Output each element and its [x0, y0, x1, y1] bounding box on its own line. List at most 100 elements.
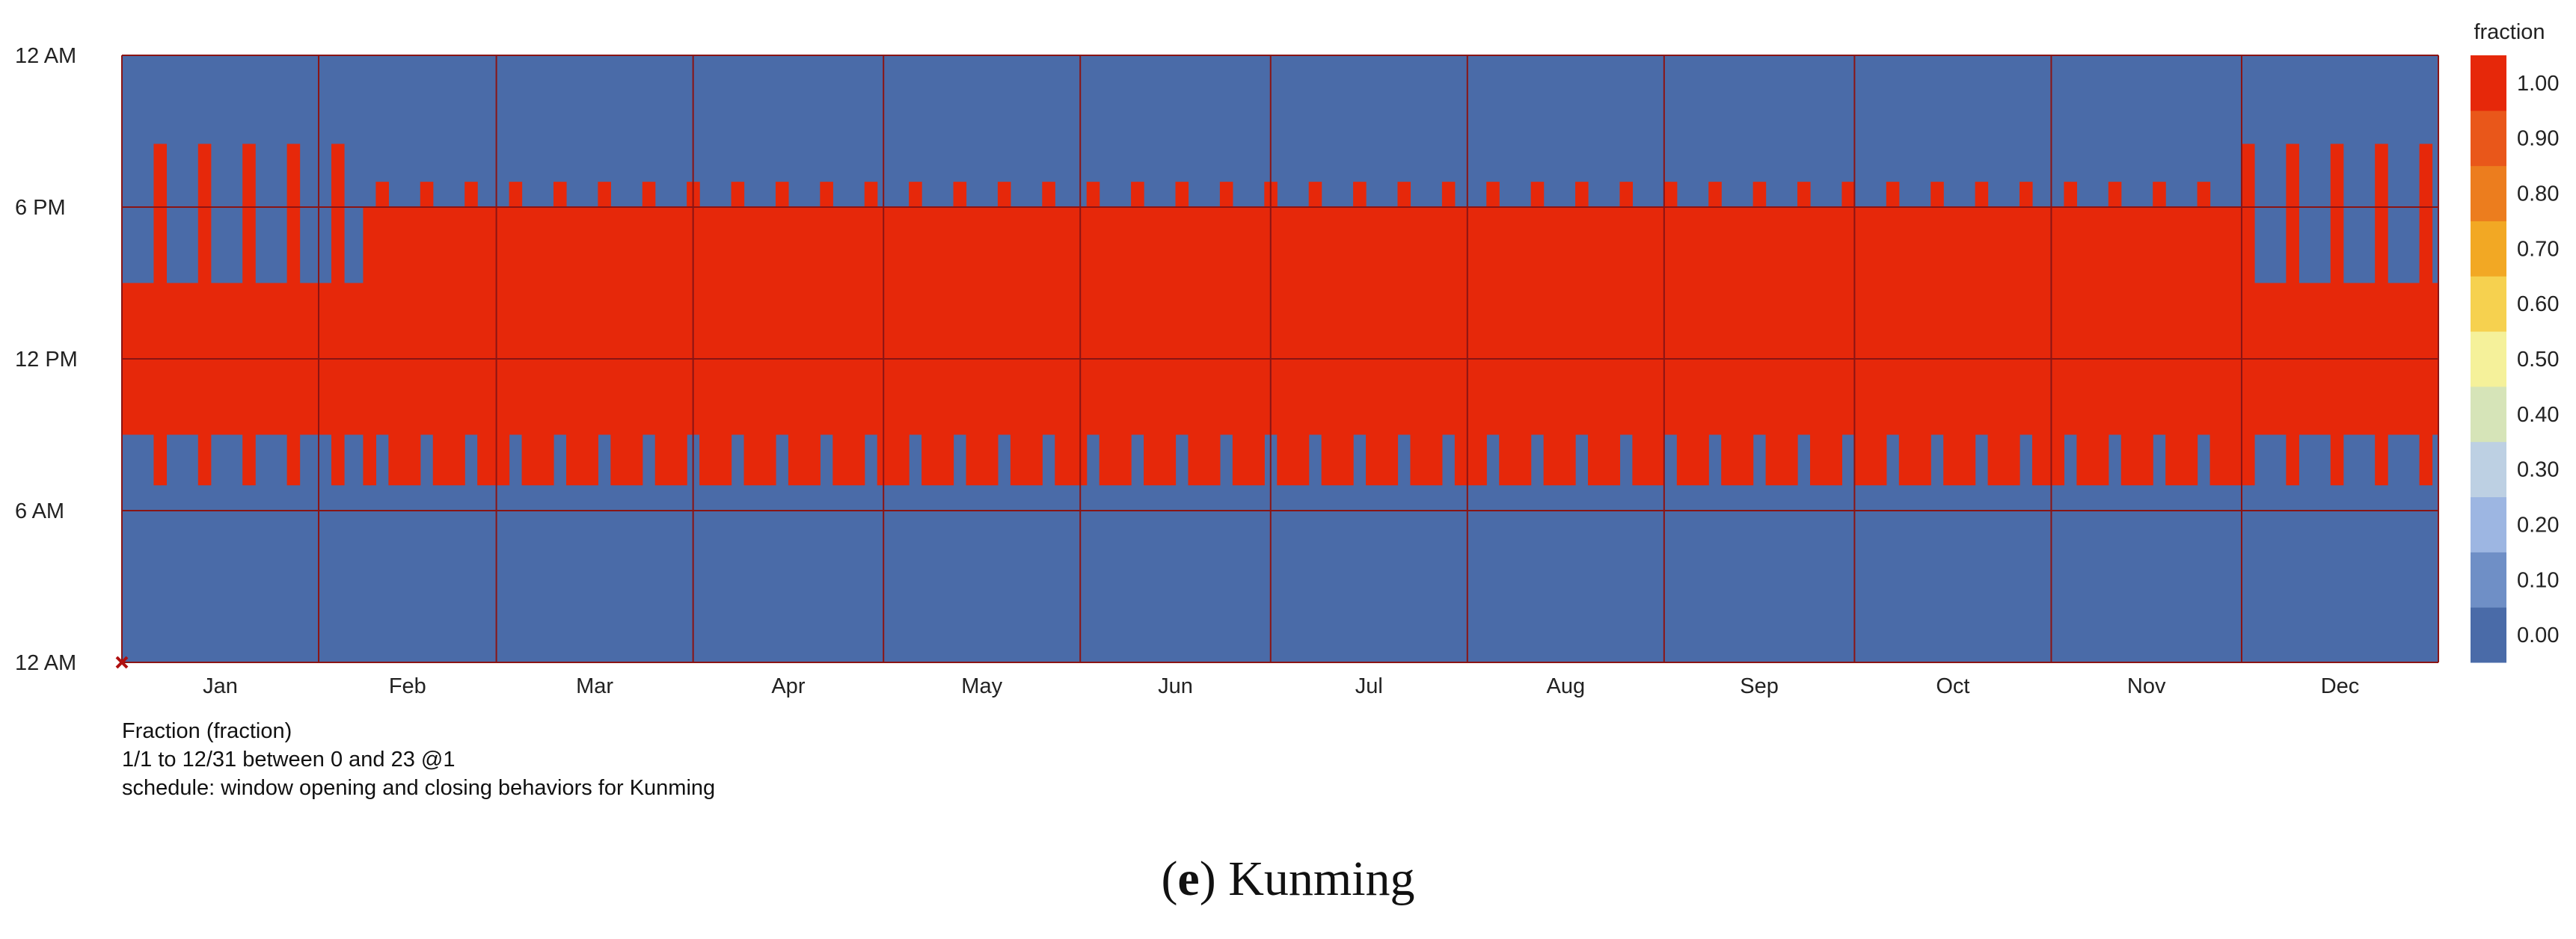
heatmap-cell [515, 182, 523, 435]
heatmap-cell [1683, 207, 1690, 486]
heatmap-cell [1892, 182, 1900, 435]
heatmap-cell [762, 207, 770, 486]
heatmap-cell [1492, 182, 1500, 435]
heatmap-cell [553, 182, 561, 435]
heatmap-cell [337, 144, 345, 486]
heatmap-cell [851, 207, 859, 486]
heatmap-cell [1175, 182, 1183, 435]
heatmap-cell [204, 144, 212, 486]
heatmap-cell [953, 182, 960, 435]
heatmap-cell [1625, 182, 1634, 435]
heatmap-cell [2013, 207, 2020, 486]
heatmap-cell [1581, 182, 1589, 435]
y-tick-label: 12 AM [15, 44, 76, 68]
heatmap-cell [1035, 207, 1043, 486]
heatmap-cell [1663, 182, 1671, 435]
y-tick-label: 6 PM [15, 196, 66, 220]
heatmap-cell [578, 207, 586, 486]
heatmap-cell [1232, 207, 1239, 486]
heatmap-cell [826, 182, 833, 435]
heatmap-cell [565, 207, 574, 486]
figure-caption: (e) Kunming [0, 851, 2576, 908]
heatmap-cell [909, 182, 916, 435]
heatmap-cell [1486, 182, 1494, 435]
heatmap-cell [813, 207, 821, 486]
colorbar-tick-label: 0.70 [2517, 237, 2559, 261]
heatmap-cell [369, 207, 376, 486]
heatmap-cell [1467, 207, 1474, 486]
heatmap-cell [775, 182, 783, 435]
heatmap-cell [1359, 182, 1367, 435]
heatmap-cell [559, 182, 567, 435]
heatmap-cell [1346, 207, 1354, 486]
caption-line-3: schedule: window opening and closing beh… [122, 776, 716, 800]
heatmap-cell [1727, 207, 1735, 486]
heatmap-cell [490, 207, 497, 486]
heatmap-cell [1860, 207, 1868, 486]
heatmap-cell [541, 207, 548, 486]
colorbar-tick-label: 0.60 [2517, 292, 2559, 316]
x-tick-label: Oct [1936, 674, 1969, 698]
heatmap-cell [807, 207, 815, 486]
heatmap-cell [2076, 207, 2084, 486]
colorbar: fraction 0.00 0.10 0.20 0.30 0.40 0.50 0.60 0.7… [2471, 20, 2559, 663]
x-tick-label: Jan [203, 674, 238, 698]
heatmap-cell [960, 182, 967, 435]
heatmap-cell [1150, 207, 1157, 486]
heatmap-cell [1461, 207, 1468, 486]
heatmap-cell [2241, 144, 2249, 486]
heatmap-cell [1213, 207, 1221, 486]
heatmap-cell [718, 207, 726, 486]
heatmap-cell [1714, 182, 1722, 435]
heatmap-cell [420, 182, 427, 435]
heatmap-cell [388, 207, 396, 486]
heatmap-cell [1594, 207, 1601, 486]
colorbar-title: fraction [2474, 20, 2545, 44]
heatmap-cell [1847, 182, 1855, 435]
heatmap-cell [1042, 182, 1049, 435]
colorbar-tick-label: 0.80 [2517, 182, 2559, 206]
heatmap-cell [832, 207, 840, 486]
heatmap-cell [972, 207, 980, 486]
heatmap-cell [1022, 207, 1030, 486]
heatmap-cell [1429, 207, 1436, 486]
heatmap-cell [1454, 207, 1462, 486]
colorbar-band [2471, 55, 2506, 111]
figure-label-letter: e [1177, 852, 1200, 906]
heatmap-cell [991, 207, 999, 486]
heatmap-cell [864, 182, 871, 435]
x-tick-label: Nov [2127, 674, 2166, 698]
heatmap-cell [1257, 207, 1265, 486]
heatmap-cell [2184, 207, 2192, 486]
heatmap-cell [1689, 207, 1696, 486]
heatmap-cell [1765, 207, 1773, 486]
heatmap-cell [1315, 182, 1322, 435]
heatmap-cell [845, 207, 853, 486]
x-tick-label: Mar [576, 674, 613, 698]
heatmap-cell [1962, 207, 1969, 486]
heatmap-cell [604, 182, 611, 435]
heatmap-cell [503, 207, 510, 486]
colorbar-band [2471, 386, 2506, 443]
heatmap-cell [432, 207, 440, 486]
heatmap-cell [483, 207, 491, 486]
heatmap-cell [1416, 207, 1424, 486]
y-tick-label: 12 AM [15, 651, 76, 675]
heatmap-cell [445, 207, 453, 486]
heatmap-cell [1308, 182, 1316, 435]
heatmap-cell [2102, 207, 2109, 486]
heatmap-cell [1721, 207, 1729, 486]
heatmap-cell [242, 144, 250, 486]
heatmap-cell [997, 182, 1005, 435]
heatmap-cell [1061, 207, 1068, 486]
x-tick-label: Apr [771, 674, 805, 698]
heatmap-cell [1543, 207, 1551, 486]
origin-x-mark [115, 656, 129, 669]
heatmap-cell [978, 207, 986, 486]
heatmap-cell [1131, 182, 1138, 435]
heatmap-cell [687, 182, 694, 435]
heatmap-cell [1949, 207, 1957, 486]
heatmap-cell [1334, 207, 1341, 486]
heatmap-cell [197, 144, 205, 486]
heatmap-cell [1219, 182, 1227, 435]
